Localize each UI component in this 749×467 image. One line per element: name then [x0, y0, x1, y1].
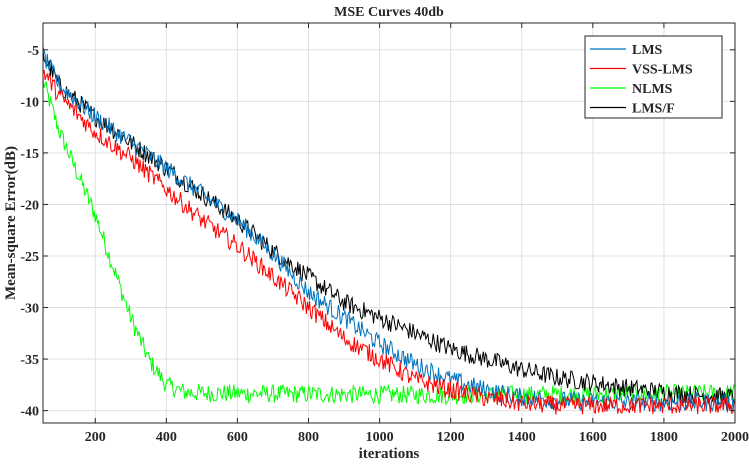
- x-tick-label: 1800: [650, 430, 678, 445]
- series-line-lms: [42, 46, 736, 413]
- x-tick-label: 800: [298, 430, 319, 445]
- y-tick-label: -15: [20, 147, 39, 162]
- y-tick-label: -5: [27, 44, 39, 59]
- x-tick-label: 400: [156, 430, 177, 445]
- legend-label-nlms: NLMS: [632, 82, 673, 97]
- axis-ticks: 200 400 600 800 1000 1200 1400 1600 1800 2000 -5 -1…: [20, 23, 749, 445]
- y-tick-label: -10: [20, 95, 39, 110]
- x-tick-label: 600: [227, 430, 248, 445]
- y-axis-label: Mean-square Error(dB): [3, 146, 19, 300]
- legend: LMS VSS-LMS NLMS LMS/F: [584, 35, 723, 119]
- legend-label-vss-lms: VSS-LMS: [632, 63, 693, 78]
- legend-label-lms: LMS: [632, 43, 663, 58]
- x-tick-label: 200: [85, 430, 106, 445]
- series-line-vss-lms: [42, 69, 735, 415]
- x-tick-label: 2000: [721, 430, 749, 445]
- legend-label-lms-f: LMS/F: [632, 102, 675, 117]
- x-tick-label: 1200: [437, 430, 465, 445]
- x-tick-label: 1400: [508, 430, 536, 445]
- series-lines: [42, 46, 736, 415]
- x-tick-label: 1600: [579, 430, 607, 445]
- series-line-lms-f: [42, 49, 736, 408]
- y-tick-label: -40: [20, 405, 39, 420]
- x-tick-label: 1000: [366, 430, 394, 445]
- x-axis-label: iterations: [359, 446, 420, 462]
- y-tick-label: -35: [20, 353, 39, 368]
- y-tick-label: -25: [20, 250, 39, 265]
- chart-title: MSE Curves 40db: [334, 5, 444, 20]
- series-line-nlms: [42, 77, 736, 406]
- y-tick-label: -20: [20, 198, 39, 213]
- y-tick-label: -30: [20, 302, 39, 317]
- legend-box: [584, 35, 723, 119]
- plot-frame: [42, 22, 736, 424]
